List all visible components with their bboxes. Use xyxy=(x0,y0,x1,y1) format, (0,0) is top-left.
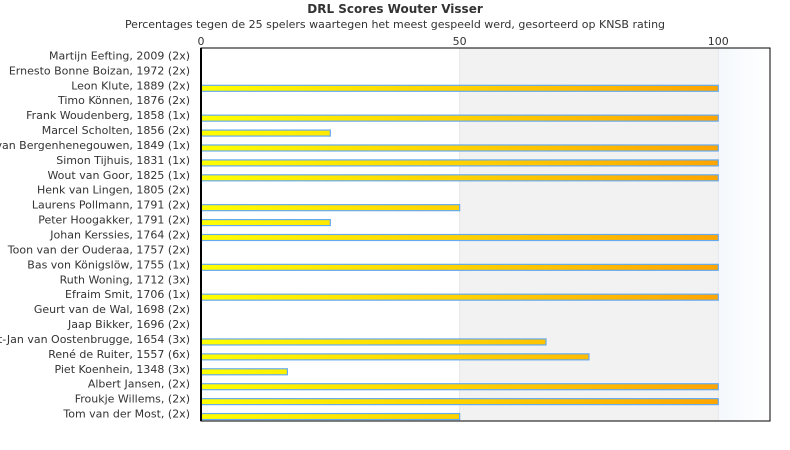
category-label: Froukje Willems, (2x) xyxy=(75,393,190,406)
bar xyxy=(200,218,331,227)
x-tick-label: 50 xyxy=(453,35,467,48)
category-label: Bas von Königslöw, 1755 (1x) xyxy=(27,258,190,271)
category-label: Tom van der Most, (2x) xyxy=(62,408,190,421)
bar xyxy=(200,114,719,122)
category-label: Toon van der Ouderaa, 1757 (2x) xyxy=(7,243,190,256)
category-label: Johan Kerssies, 1764 (2x) xyxy=(49,229,190,242)
bar xyxy=(200,353,590,361)
category-label: Timo Können, 1876 (2x) xyxy=(57,94,190,107)
category-label: Jaap Bikker, 1696 (2x) xyxy=(67,318,190,331)
category-label: René de Ruiter, 1557 (6x) xyxy=(48,348,190,361)
category-label: Peter Hoogakker, 1791 (2x) xyxy=(38,214,190,227)
bar xyxy=(200,368,288,376)
bar xyxy=(200,338,547,346)
bar xyxy=(200,233,719,242)
bar xyxy=(200,383,719,391)
category-label: Wout van Goor, 1825 (1x) xyxy=(47,169,190,182)
chart-title: DRL Scores Wouter Visser xyxy=(307,2,483,16)
bar xyxy=(200,159,719,167)
category-label: t-Jan van Oostenbrugge, 1654 (3x) xyxy=(0,333,190,346)
chart-subtitle: Percentages tegen de 25 spelers waartege… xyxy=(124,18,666,31)
x-tick-label: 100 xyxy=(708,35,729,48)
x-tick-label: 0 xyxy=(198,35,205,48)
bar xyxy=(200,263,719,271)
category-label: Laurens Pollmann, 1791 (2x) xyxy=(32,199,190,212)
category-label: Frank Woudenberg, 1858 (1x) xyxy=(26,109,190,122)
category-label: Ernesto Bonne Boizan, 1972 (2x) xyxy=(9,64,190,77)
category-label: Piet Koenhein, 1348 (3x) xyxy=(54,363,190,376)
bar xyxy=(200,174,719,182)
bar xyxy=(200,293,719,301)
category-label: Albert Jansen, (2x) xyxy=(88,378,190,391)
bar xyxy=(200,84,719,92)
category-label: Henk van Lingen, 1805 (2x) xyxy=(37,184,190,197)
category-label: van Bergenhenegouwen, 1849 (1x) xyxy=(0,139,190,152)
category-label: Efraim Smit, 1706 (1x) xyxy=(65,288,190,301)
bar xyxy=(200,398,719,406)
category-label: Leon Klute, 1889 (2x) xyxy=(71,79,190,92)
bar xyxy=(200,412,461,421)
category-label: Martijn Eefting, 2009 (2x) xyxy=(49,49,190,62)
category-label: Simon Tijhuis, 1831 (1x) xyxy=(56,154,190,167)
category-label: Marcel Scholten, 1856 (2x) xyxy=(42,124,190,137)
bar xyxy=(200,204,461,212)
bar xyxy=(200,129,331,137)
category-label: Ruth Woning, 1712 (3x) xyxy=(60,273,190,286)
category-label: Geurt van de Wal, 1698 (2x) xyxy=(34,303,190,316)
background-band xyxy=(718,48,770,421)
bar xyxy=(200,144,719,152)
